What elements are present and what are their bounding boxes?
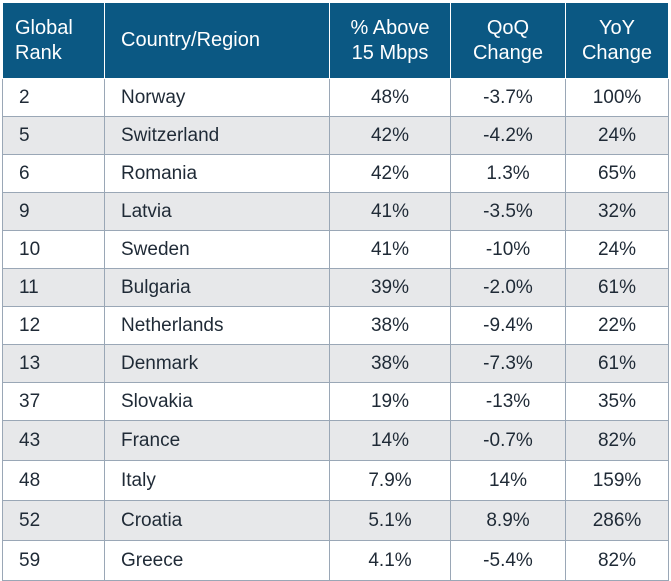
table-row: 12 Netherlands 38% -9.4% 22% [2,306,669,345]
cell-qoq-change: -4.2% [450,116,566,155]
cell-above-15mbps: 38% [329,344,451,383]
cell-country-region: Netherlands [104,306,330,345]
cell-country-region: Norway [104,78,330,117]
header-row: Global Rank Country/Region % Above 15 Mb… [2,2,669,79]
cell-above-15mbps: 38% [329,306,451,345]
header-line: 15 Mbps [351,41,429,64]
cell-qoq-change: 8.9% [450,500,566,541]
cell-global-rank: 52 [2,500,105,541]
table-row: 59 Greece 4.1% -5.4% 82% [2,540,669,581]
cell-above-15mbps: 41% [329,192,451,231]
cell-qoq-change: 14% [450,460,566,501]
header-yoy-change: YoY Change [565,2,669,79]
cell-global-rank: 11 [2,268,105,307]
cell-qoq-change: -3.7% [450,78,566,117]
cell-qoq-change: -7.3% [450,344,566,383]
cell-qoq-change: -2.0% [450,268,566,307]
cell-above-15mbps: 41% [329,230,451,269]
cell-country-region: Switzerland [104,116,330,155]
table-row: 37 Slovakia 19% -13% 35% [2,382,669,421]
cell-country-region: Bulgaria [104,268,330,307]
cell-country-region: Romania [104,154,330,193]
cell-yoy-change: 61% [565,344,669,383]
table-row: 10 Sweden 41% -10% 24% [2,230,669,269]
cell-global-rank: 59 [2,540,105,581]
header-line: Global [15,16,73,39]
cell-yoy-change: 100% [565,78,669,117]
header-line: Country/Region [121,29,260,51]
cell-global-rank: 10 [2,230,105,269]
table-row: 48 Italy 7.9% 14% 159% [2,460,669,501]
cell-global-rank: 6 [2,154,105,193]
cell-country-region: France [104,420,330,461]
cell-above-15mbps: 5.1% [329,500,451,541]
table-row: 2 Norway 48% -3.7% 100% [2,78,669,117]
cell-global-rank: 2 [2,78,105,117]
table-row: 5 Switzerland 42% -4.2% 24% [2,116,669,155]
cell-global-rank: 48 [2,460,105,501]
cell-qoq-change: -3.5% [450,192,566,231]
cell-yoy-change: 82% [565,540,669,581]
cell-qoq-change: -0.7% [450,420,566,461]
cell-qoq-change: 1.3% [450,154,566,193]
table-row: 6 Romania 42% 1.3% 65% [2,154,669,193]
table-row: 11 Bulgaria 39% -2.0% 61% [2,268,669,307]
header-country-region: Country/Region [104,2,330,79]
cell-above-15mbps: 4.1% [329,540,451,581]
cell-global-rank: 12 [2,306,105,345]
cell-global-rank: 43 [2,420,105,461]
cell-qoq-change: -13% [450,382,566,421]
header-line: Change [472,41,544,64]
header-line: Rank [15,41,62,64]
cell-above-15mbps: 14% [329,420,451,461]
cell-above-15mbps: 42% [329,116,451,155]
cell-qoq-change: -9.4% [450,306,566,345]
table-row: 43 France 14% -0.7% 82% [2,420,669,461]
cell-global-rank: 13 [2,344,105,383]
header-line: % Above [350,16,430,39]
header-qoq-change: QoQ Change [450,2,566,79]
header-line: Change [581,41,653,64]
cell-qoq-change: -5.4% [450,540,566,581]
cell-above-15mbps: 19% [329,382,451,421]
cell-global-rank: 37 [2,382,105,421]
cell-yoy-change: 82% [565,420,669,461]
header-line: YoY [599,16,635,39]
cell-country-region: Latvia [104,192,330,231]
cell-above-15mbps: 7.9% [329,460,451,501]
cell-yoy-change: 24% [565,230,669,269]
header-line: QoQ [486,16,530,39]
cell-global-rank: 5 [2,116,105,155]
header-global-rank: Global Rank [2,2,105,79]
cell-yoy-change: 32% [565,192,669,231]
cell-qoq-change: -10% [450,230,566,269]
cell-country-region: Sweden [104,230,330,269]
cell-above-15mbps: 48% [329,78,451,117]
cell-yoy-change: 24% [565,116,669,155]
cell-above-15mbps: 42% [329,154,451,193]
cell-yoy-change: 159% [565,460,669,501]
header-above-15mbps: % Above 15 Mbps [329,2,451,79]
table-row: 9 Latvia 41% -3.5% 32% [2,192,669,231]
cell-country-region: Greece [104,540,330,581]
cell-yoy-change: 65% [565,154,669,193]
cell-yoy-change: 61% [565,268,669,307]
cell-yoy-change: 22% [565,306,669,345]
table-row: 52 Croatia 5.1% 8.9% 286% [2,500,669,541]
cell-country-region: Slovakia [104,382,330,421]
table-row: 13 Denmark 38% -7.3% 61% [2,344,669,383]
cell-yoy-change: 286% [565,500,669,541]
cell-global-rank: 9 [2,192,105,231]
cell-yoy-change: 35% [565,382,669,421]
cell-above-15mbps: 39% [329,268,451,307]
cell-country-region: Croatia [104,500,330,541]
cell-country-region: Italy [104,460,330,501]
table-body: 2 Norway 48% -3.7% 100% 5 Switzerland 42% -4.2% 2… [2,78,669,581]
cell-country-region: Denmark [104,344,330,383]
